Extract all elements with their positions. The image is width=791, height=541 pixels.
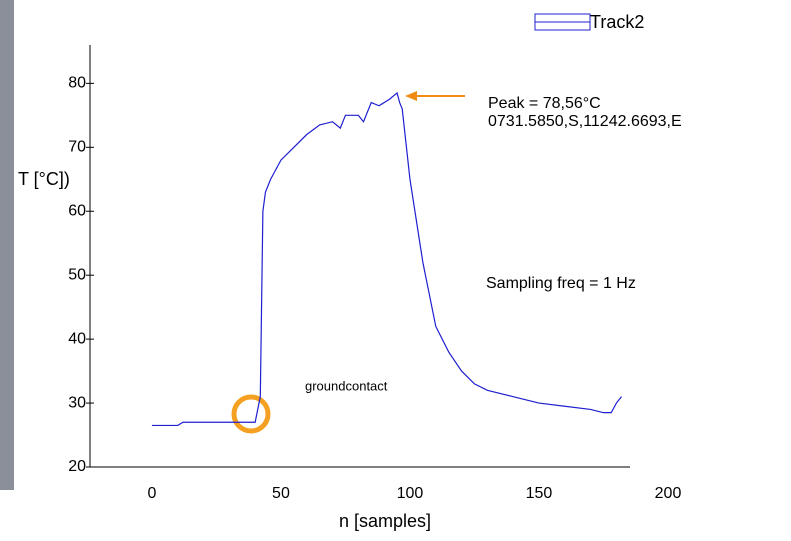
x-tick-label: 150 <box>526 485 553 502</box>
y-tick-label: 60 <box>68 202 86 219</box>
x-tick-label: 0 <box>147 485 156 502</box>
data-line <box>151 91 623 427</box>
x-axis-label: n [samples] <box>339 511 431 531</box>
y-tick-label: 20 <box>68 458 86 475</box>
annotation: 0731.5850,S,11242.6693,E <box>488 113 682 130</box>
x-tick-label: 50 <box>272 485 290 502</box>
arrow-head <box>405 91 417 101</box>
highlight-circle <box>231 394 271 434</box>
y-tick-label: 30 <box>68 394 86 411</box>
annotation: Peak = 78,56°C <box>488 95 601 112</box>
y-tick-label: 80 <box>68 75 86 92</box>
x-tick-label: 200 <box>655 485 682 502</box>
y-tick-label: 50 <box>68 266 86 283</box>
annotation: Sampling freq = 1 Hz <box>486 275 636 292</box>
x-tick-label: 100 <box>397 485 424 502</box>
y-tick-label: 70 <box>68 139 86 156</box>
legend-box <box>534 13 591 31</box>
annotation: groundcontact <box>305 378 388 393</box>
side-image <box>0 0 14 490</box>
legend-label: Track2 <box>590 12 644 32</box>
y-axis-label: T [°C]) <box>18 169 70 189</box>
y-tick-label: 40 <box>68 330 86 347</box>
